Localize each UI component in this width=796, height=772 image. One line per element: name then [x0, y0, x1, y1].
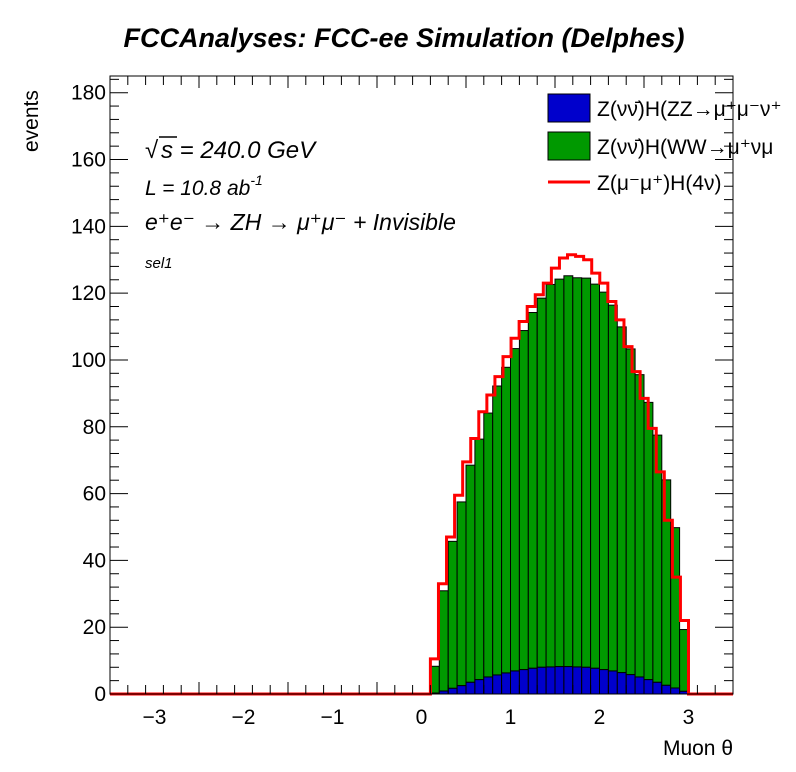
- green-bar: [483, 412, 494, 678]
- energy-value: = 240.0 GeV: [173, 137, 317, 164]
- legend-label: Z(μ⁻μ⁺)H(4ν): [597, 172, 722, 195]
- blue-bar: [581, 666, 592, 695]
- green-bar: [607, 304, 618, 672]
- y-tick-label: 140: [71, 215, 106, 238]
- legend: Z(νν̄)H(ZZ→μ⁺μ⁻ν⁺ Z(νν̄)H(WW→μ⁺νμ Z(μ⁻μ⁺)H…: [547, 93, 782, 195]
- legend-swatch: [547, 131, 591, 161]
- green-bar: [492, 385, 503, 676]
- green-bar: [625, 348, 636, 676]
- chart-title: FCCAnalyses: FCC-ee Simulation (Delphes): [123, 23, 684, 53]
- blue-bar: [643, 679, 654, 695]
- legend-label: Z(νν̄)H(WW→μ⁺νμ: [597, 136, 773, 159]
- luminosity-annotation: L = 10.8 ab-1: [145, 172, 263, 200]
- green-bar: [581, 277, 592, 668]
- blue-bar: [670, 687, 681, 695]
- process-annotation: e⁺e⁻ → ZH → μ⁺μ⁻ + Invisible: [145, 209, 456, 235]
- y-tick-label: 180: [71, 82, 106, 105]
- y-tick-label: 160: [71, 149, 106, 172]
- blue-bar: [616, 672, 627, 695]
- legend-label: Z(νν̄)H(ZZ→μ⁺μ⁻ν⁺: [597, 98, 782, 121]
- blue-bar: [536, 666, 547, 695]
- x-tick-label: 0: [416, 706, 428, 729]
- blue-bar: [661, 684, 672, 695]
- y-tick-label: 60: [83, 483, 106, 506]
- green-bar: [527, 312, 538, 669]
- green-bar: [554, 278, 565, 668]
- x-tick-label: 1: [505, 706, 517, 729]
- energy-annotation: √ s = 240.0 GeV: [145, 136, 317, 164]
- y-tick-label: 20: [83, 616, 106, 639]
- sqrt-symbol: √: [145, 137, 159, 164]
- blue-bar: [554, 666, 565, 695]
- y-axis-label: events: [20, 90, 43, 152]
- blue-bar: [483, 676, 494, 695]
- y-tick-label: 40: [83, 549, 106, 572]
- x-tick-label: −3: [143, 706, 167, 729]
- y-tick-label: 80: [83, 416, 106, 439]
- green-bar: [518, 330, 529, 671]
- green-bar: [447, 540, 458, 689]
- stacked-histogram-fills: [429, 275, 689, 695]
- green-bar: [456, 501, 467, 687]
- green-bar: [572, 277, 583, 668]
- x-tick-label: 3: [683, 706, 695, 729]
- green-bar: [510, 348, 520, 672]
- blue-bar: [599, 669, 609, 695]
- legend-swatch: [547, 93, 591, 123]
- blue-bar: [447, 687, 458, 695]
- blue-bar: [545, 666, 556, 695]
- x-axis-label: Muon θ: [663, 737, 733, 760]
- plot-frame: [109, 75, 734, 695]
- blue-bar: [492, 674, 503, 695]
- x-axis-ticks: −3 −2 −1 0 1 2 3: [109, 76, 734, 729]
- blue-bar: [527, 667, 538, 695]
- green-bar: [563, 275, 574, 668]
- x-tick-label: −2: [232, 706, 256, 729]
- blue-bar: [607, 670, 618, 695]
- blue-bar: [465, 681, 476, 695]
- blue-bar: [518, 669, 529, 695]
- energy-s: s: [161, 137, 173, 164]
- green-bar: [616, 326, 627, 674]
- green-bar: [501, 366, 512, 674]
- x-tick-label: −1: [321, 706, 345, 729]
- green-bar: [438, 590, 449, 692]
- green-bar: [536, 297, 547, 668]
- green-bar: [474, 438, 485, 681]
- green-bar: [634, 374, 645, 678]
- blue-bar: [590, 667, 600, 695]
- y-tick-label: 120: [71, 282, 106, 305]
- green-bar: [599, 291, 609, 671]
- green-bar: [643, 401, 654, 681]
- blue-bar: [652, 681, 663, 695]
- y-tick-label: 100: [71, 349, 106, 372]
- selection-annotation: sel1: [145, 255, 173, 272]
- y-axis-ticks: 0 20 40 60 80 100 120 140 160 180: [71, 78, 733, 706]
- blue-bar: [625, 674, 636, 695]
- x-tick-label: 2: [594, 706, 606, 729]
- blue-bar: [510, 670, 520, 695]
- blue-bar: [572, 666, 583, 695]
- green-bar: [545, 283, 556, 668]
- green-bar: [465, 464, 476, 683]
- green-bar: [590, 283, 600, 669]
- red-series-line: [110, 253, 733, 696]
- blue-bar: [474, 679, 485, 695]
- lumi-exponent: -1: [250, 172, 262, 188]
- blue-bar: [634, 676, 645, 695]
- y-tick-label: 0: [94, 683, 106, 706]
- blue-bar: [563, 666, 574, 695]
- red-step-line: [110, 253, 733, 696]
- svg-text:s = 240.0 GeV: s = 240.0 GeV: [161, 137, 317, 164]
- lumi-main: L = 10.8 ab: [145, 177, 251, 200]
- blue-bar: [501, 672, 512, 695]
- plot-border: [109, 75, 734, 695]
- blue-bar: [456, 685, 467, 695]
